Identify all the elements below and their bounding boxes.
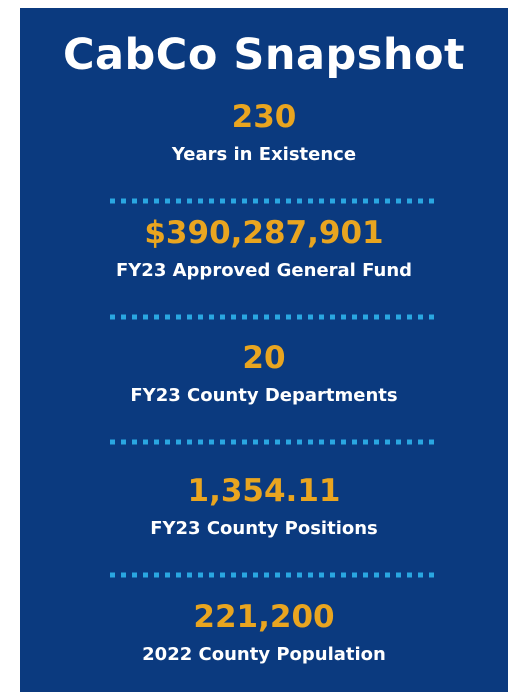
stat-label: Years in Existence xyxy=(171,144,357,165)
stat-value: 20 xyxy=(242,340,286,376)
stat-value: $390,287,901 xyxy=(144,215,384,251)
stat-value: 1,354.11 xyxy=(187,473,341,509)
dots xyxy=(110,198,436,204)
dotted-separator xyxy=(108,305,438,320)
stat-label: FY23 Approved General Fund xyxy=(115,260,413,281)
dotted-separator xyxy=(108,563,438,578)
stat-label: FY23 County Positions xyxy=(150,518,378,539)
dotted-separator xyxy=(108,430,438,445)
stat-value: 221,200 xyxy=(193,599,335,635)
dots xyxy=(110,439,436,445)
dots xyxy=(110,314,436,320)
title: CabCo Snapshot xyxy=(62,30,466,80)
snapshot-panel: CabCo Snapshot 230 Years in Existence $390… xyxy=(20,8,508,692)
dotted-separator xyxy=(108,189,438,204)
dots xyxy=(110,572,436,578)
stat-label: 2022 County Population xyxy=(142,644,386,665)
stat-value: 230 xyxy=(231,99,297,135)
stat-label: FY23 County Departments xyxy=(130,385,398,406)
